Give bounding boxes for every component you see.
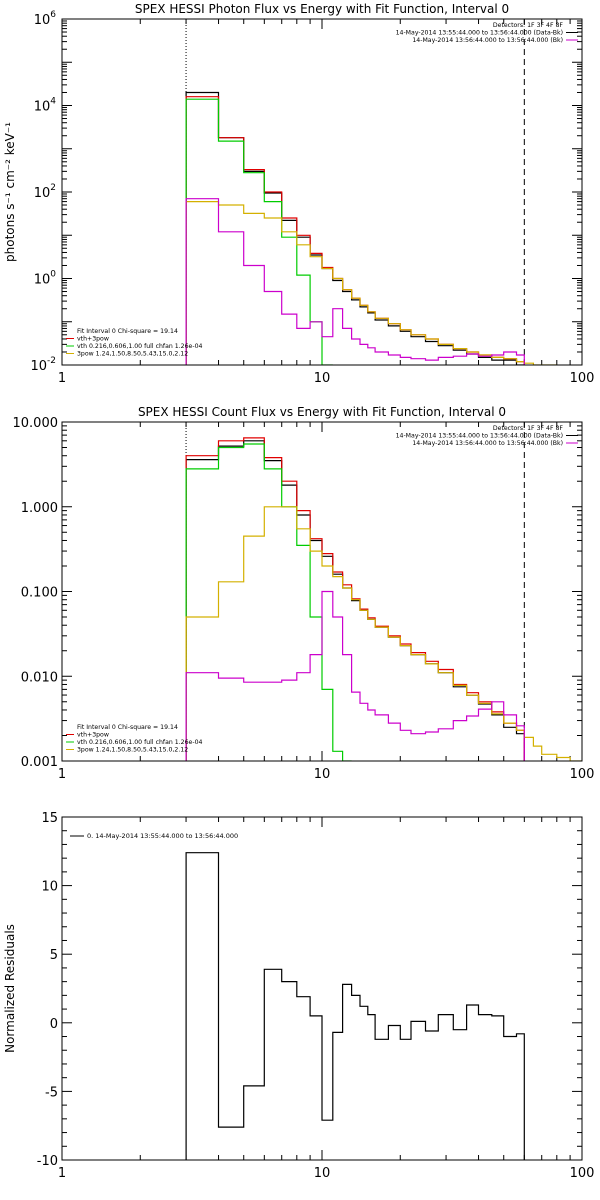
panel2-legend-text: 14-May-2014 13:55:44.000 to 13:56:44.000… [396,433,563,440]
panel2-x-tick-label: 10 [314,767,331,782]
panel1-y-tick-base: 10 [34,273,51,288]
panel2-series-vth [185,443,352,761]
panel1-frame [61,18,583,366]
panel2-series-group [185,437,582,761]
panel1-y-tick-exp: 2 [50,183,56,193]
panel3-x-ticks: 1 10 100 [58,817,595,1181]
panel1-y-tick-base: 10 [30,359,47,374]
panel1-y-tick-exp: 4 [50,97,56,107]
panel3-x-tick-label: 100 [570,1166,595,1181]
panel3-y-tick-label: 10 [41,880,58,895]
panel1-y-tick-base: 10 [34,100,51,115]
panel2-frame [61,421,583,762]
panel3-x-tick-label: 10 [314,1166,331,1181]
panel1-y-tick-base: 10 [34,186,51,201]
panel2-legend-text: Fit Interval 0 Chi-square = 19.14 [77,724,178,731]
panel1-title: SPEX HESSI Photon Flux vs Energy with Fi… [135,2,509,16]
panel2-legend-text: 3pow 1.24,1.50,8.50,5.43,15.0,2.12 [77,747,188,754]
panel1: SPEX HESSI Photon Flux vs Energy with Fi… [3,2,594,386]
panel2-legend-legend_bottomleft: Fit Interval 0 Chi-square = 19.14vth+3po… [66,724,203,754]
panel1-y-tick-exp: 0 [50,270,56,280]
panel3-y-ticks: -10 -5 0 5 10 15 [37,811,582,1169]
panel1-x-tick-label: 1 [58,371,66,386]
panel3-y-tick-label: -5 [45,1085,58,1100]
panel1-y-tick-label: 104 [34,97,57,115]
panel1-legend-text: vth 0.216,0.606,1.00 full chfan 1.26e-04 [77,343,203,350]
panel2-series-bk [185,590,525,761]
panel2-y-tick-label: 0.100 [21,586,58,601]
panel3-y-tick-label: 0 [50,1017,58,1032]
panel1-x-tick-label: 100 [570,371,595,386]
panel3-series-group [185,852,525,1160]
panel1-series-3pow [185,201,557,365]
panel3-legend-text: 0. 14-May-2014 13:55:44.000 to 13:56:44.… [87,832,238,840]
panel2-legend-text: vth+3pow [77,732,109,739]
panel1-y-tick-label: 106 [34,10,57,28]
panel1-y-tick-label: 100 [34,270,57,288]
panel1-series-vth [185,98,333,365]
panel1-y-tick-base: 10 [34,13,51,28]
panel3-legend-legend_topleft: 0. 14-May-2014 13:55:44.000 to 13:56:44.… [70,832,238,840]
panel1-series-vth-3pow [185,96,525,365]
panel2-x-tick-label: 100 [570,767,595,782]
panel1-legend-text: Fit Interval 0 Chi-square = 19.14 [77,328,178,335]
panel1-legend-text: vth+3pow [77,336,109,343]
panel2-y-ticks: 0.001 0.010 0.100 1.000 10.000 [13,416,582,770]
panel2-legend-text: Detectors: 1F 3F 4F 8F [493,425,564,432]
panel2-x-ticks: 1 10 100 [58,422,595,782]
panel2: SPEX HESSI Count Flux vs Energy with Fit… [13,405,595,782]
panel1-legend-legend_bottomleft: Fit Interval 0 Chi-square = 19.14vth+3po… [66,328,203,358]
panel2-title: SPEX HESSI Count Flux vs Energy with Fit… [138,405,506,419]
panel2-series-data-bk [185,440,525,761]
panel2-x-tick-label: 1 [58,767,66,782]
panel3-y-tick-label: 15 [41,811,58,826]
panel2-series-3pow [185,506,582,761]
panel1-y-tick-label: 10-2 [30,356,56,374]
panel1-legend-text: 3pow 1.24,1.50,8.50,5.43,15.0,2.12 [77,351,188,358]
panel2-legend-text: 14-May-2014 13:56:44.000 to 13:56:44.000… [412,440,563,447]
panel1-series-group [185,91,557,365]
panel3-y-tick-label: -10 [37,1154,58,1169]
panel2-legend-text: vth 0.216,0.606,1.00 full chfan 1.26e-04 [77,739,203,746]
panel1-legend-text: 14-May-2014 13:55:44.000 to 13:56:44.000… [396,30,563,37]
panel1-y-tick-exp: -2 [47,356,56,366]
panel1-series-bk [185,198,525,365]
panel3-series-0-14-may-2014-13-55-44-000-to-13-56-44-000 [185,852,525,1160]
panel2-y-tick-label: 1.000 [21,501,58,516]
panel1-x-tick-label: 10 [314,371,331,386]
panel1-legend-text: 14-May-2014 13:56:44.000 to 13:56:44.000… [412,37,563,44]
panel3-x-tick-label: 1 [58,1166,66,1181]
panel3-frame [61,816,583,1161]
panel3-y-axis-label: Normalized Residuals [3,924,17,1053]
panel1-y-tick-exp: 6 [50,10,56,20]
panel1-y-axis-label: photons s⁻¹ cm⁻² keV⁻¹ [3,122,17,262]
panel1-series-data-bk [185,91,525,365]
panel3-y-tick-label: 5 [50,948,58,963]
panel1-legend-text: Detectors: 1F 3F 4F 8F [493,22,564,29]
panel3: 1 10 100 -10 -5 0 5 10 15 Normalized Residuals 0. … [3,811,594,1181]
panel2-y-tick-label: 0.001 [21,755,58,770]
panel1-y-tick-label: 102 [34,183,56,201]
panel2-y-tick-label: 10.000 [13,416,59,431]
panel2-y-tick-label: 0.010 [21,670,58,685]
